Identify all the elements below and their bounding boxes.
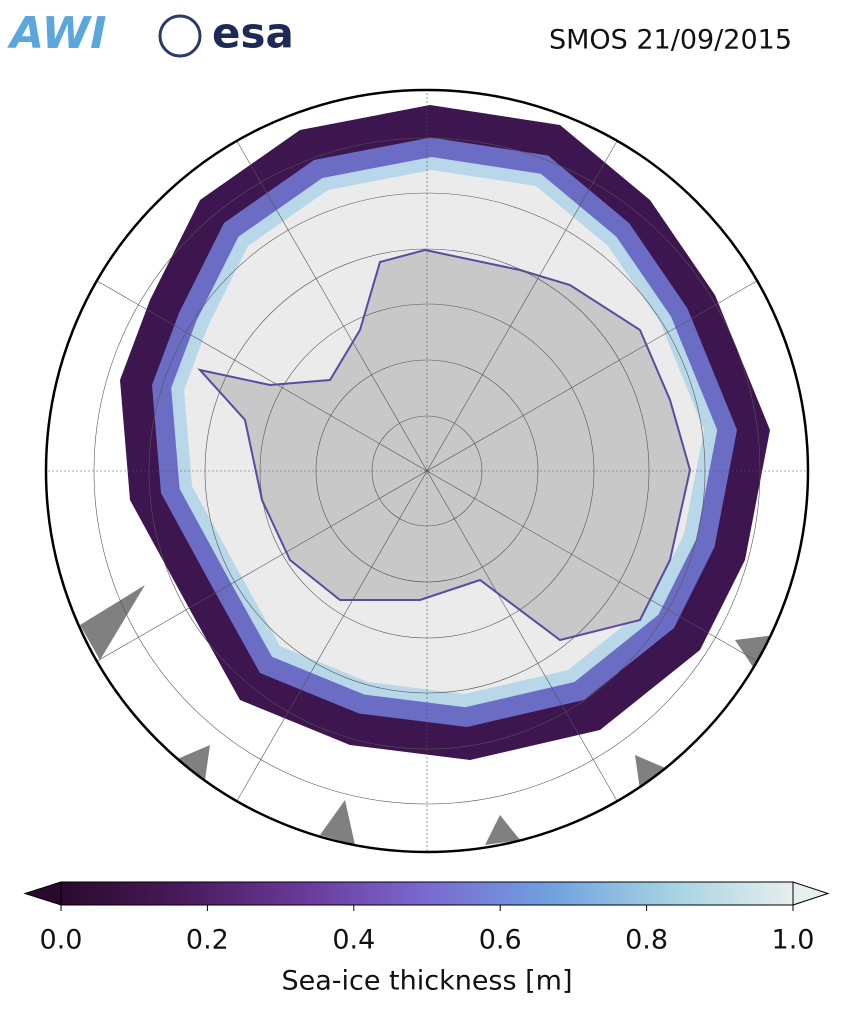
colorbar-tick-label: 0.0 (40, 925, 83, 956)
awi-logo: AWI (7, 8, 107, 59)
other-land (80, 585, 775, 845)
esa-emblem (158, 14, 202, 58)
colorbar-tick-label: 0.8 (625, 925, 668, 956)
esa-logo: esa (212, 9, 294, 58)
colorbar: 0.0 0.2 0.4 0.6 0.8 1.0 (23, 881, 830, 956)
colorbar-tick-label: 0.4 (332, 925, 375, 956)
colorbar-label: Sea-ice thickness [m] (281, 966, 572, 997)
antarctica (197, 248, 692, 642)
colorbar-tick-label: 1.0 (772, 925, 815, 956)
colorbar-extend-high (792, 881, 830, 906)
title: SMOS 21/09/2015 (549, 25, 792, 56)
colorbar-tick-label: 0.6 (479, 925, 522, 956)
colorbar-gradient (60, 881, 794, 906)
colorbar-extend-low (23, 881, 62, 906)
map (46, 90, 808, 852)
graticule (46, 90, 808, 852)
map-boundary (44, 88, 810, 854)
colorbar-tick-label: 0.2 (186, 925, 229, 956)
